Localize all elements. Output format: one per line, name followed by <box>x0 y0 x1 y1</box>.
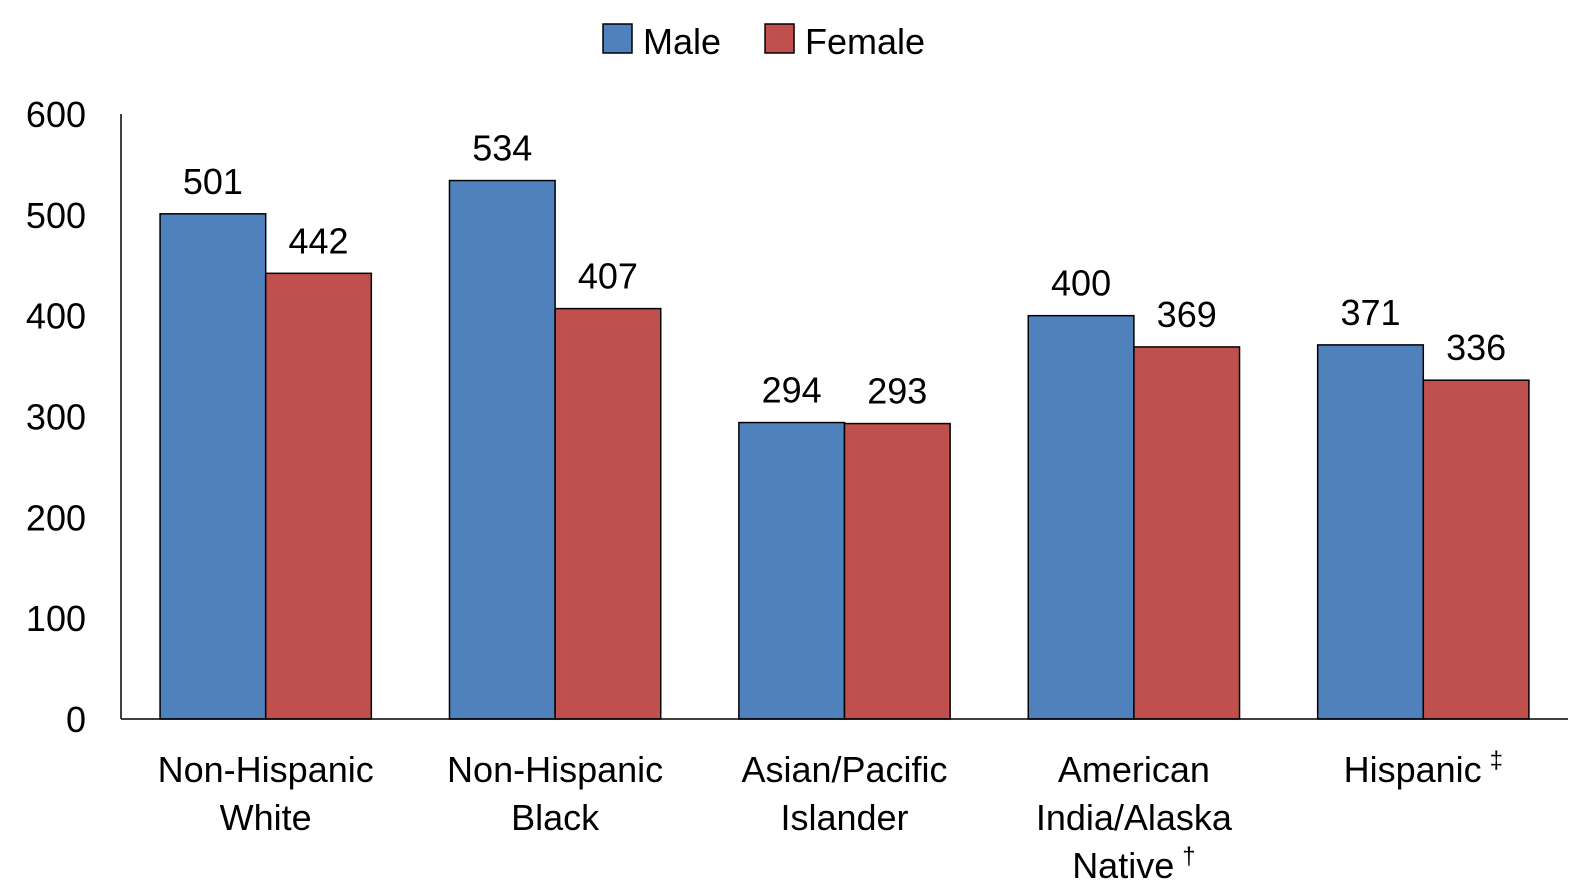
x-tick-label: Islander <box>780 797 908 838</box>
value-label: 371 <box>1340 292 1400 333</box>
value-label: 534 <box>472 128 532 169</box>
x-tick-label: White <box>220 797 312 838</box>
y-tick-label: 400 <box>26 296 86 337</box>
bar <box>1133 346 1241 720</box>
bar <box>159 213 267 720</box>
y-tick-label: 100 <box>26 598 86 639</box>
footnote-mark: ‡ <box>1490 747 1503 774</box>
y-tick-label: 0 <box>66 699 86 740</box>
x-tick-label-line: Native <box>1072 845 1174 885</box>
value-label: 369 <box>1157 294 1217 335</box>
x-tick-label: Non-Hispanic <box>447 749 663 790</box>
x-tick-label-line: White <box>220 797 312 838</box>
x-tick-label-line: India/Alaska <box>1036 797 1233 838</box>
x-tick-label: Hispanic ‡ <box>1344 747 1503 790</box>
bar <box>738 421 846 720</box>
bar <box>843 422 951 720</box>
bar <box>264 272 373 720</box>
x-tick-label-line: Islander <box>780 797 908 838</box>
legend-label: Male <box>643 21 721 62</box>
x-tick-label-line: Black <box>511 797 600 838</box>
x-tick-label: American <box>1058 749 1210 790</box>
value-label: 294 <box>762 370 822 411</box>
legend-swatch <box>602 23 633 54</box>
x-tick-label-line: American <box>1058 749 1210 790</box>
x-tick-label: Black <box>511 797 600 838</box>
x-tick-label: India/Alaska <box>1036 797 1233 838</box>
x-tick-label: Non-Hispanic <box>158 749 374 790</box>
y-tick-label: 200 <box>26 497 86 538</box>
value-label: 442 <box>288 220 348 261</box>
bar <box>554 307 662 720</box>
y-tick-label: 500 <box>26 195 86 236</box>
legend-label: Female <box>805 21 925 62</box>
value-label: 293 <box>867 371 927 412</box>
bar <box>1316 344 1425 720</box>
x-tick-label-line: Non-Hispanic <box>447 749 663 790</box>
x-tick-label-line: Asian/Pacific <box>741 749 947 790</box>
y-tick-label: 300 <box>26 397 86 438</box>
x-tick-label: Asian/Pacific <box>741 749 947 790</box>
x-tick-label: Native † <box>1072 843 1195 885</box>
y-tick-label: 600 <box>26 94 86 135</box>
footnote-mark: † <box>1182 843 1195 870</box>
bar <box>448 179 556 720</box>
legend-swatch <box>764 23 795 54</box>
value-label: 407 <box>578 256 638 297</box>
bar <box>1027 314 1135 720</box>
value-label: 400 <box>1051 263 1111 304</box>
x-tick-label-line: Non-Hispanic <box>158 749 374 790</box>
value-label: 501 <box>183 161 243 202</box>
value-label: 336 <box>1446 327 1506 368</box>
x-tick-label-line: Hispanic <box>1344 749 1482 790</box>
bar <box>1422 379 1530 720</box>
